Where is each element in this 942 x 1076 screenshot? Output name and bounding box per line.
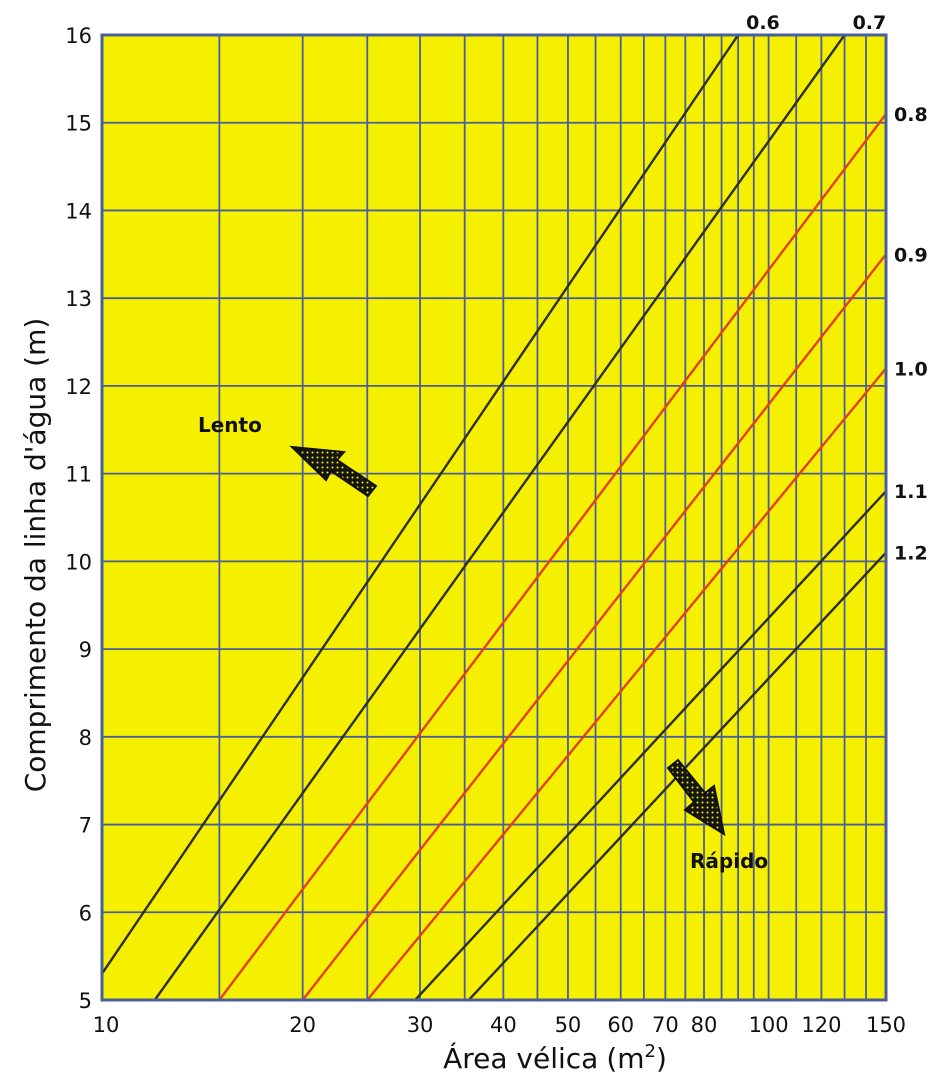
curve-label: 0.7	[853, 12, 887, 34]
curve-label: 0.6	[746, 12, 780, 34]
plot-background	[102, 35, 886, 1000]
x-tick-label: 30	[407, 1013, 434, 1037]
curve-label: 1.1	[894, 481, 928, 503]
y-axis-title: Comprimento da linha d'água (m)	[19, 318, 52, 793]
x-tick-label: 150	[866, 1013, 906, 1037]
x-axis-title-main: Área vélica	[443, 1041, 598, 1075]
y-tick-label: 11	[65, 463, 92, 487]
x-tick-label: 80	[691, 1013, 718, 1037]
y-tick-label: 16	[65, 24, 92, 48]
x-axis-title-superscript: 2	[645, 1041, 656, 1062]
curve-labels: 0.6 0.7 0.8 0.9 1.0 1.1 1.2	[746, 12, 928, 565]
x-tick-label: 100	[749, 1013, 789, 1037]
curve-label: 1.2	[894, 543, 928, 565]
arrow-down-right-icon	[666, 758, 726, 837]
y-tick-label: 10	[65, 550, 92, 574]
curve-label: 0.9	[894, 244, 928, 266]
series-line-0.7	[153, 35, 846, 1000]
series-line-1.0	[366, 367, 886, 1000]
arrow-up-left-icon	[289, 445, 378, 498]
x-tick-label: 50	[555, 1013, 582, 1037]
x-tick-labels: 10 20 30 40 50 60 70 80 100 120 150	[93, 1013, 906, 1037]
series-line-1.1	[414, 490, 886, 1000]
curve-label: 1.0	[894, 358, 928, 380]
x-axis-title-close: )	[656, 1042, 667, 1075]
y-tick-label: 15	[65, 112, 92, 136]
x-tick-label: 10	[93, 1013, 120, 1037]
x-tick-label: 120	[801, 1013, 841, 1037]
series-lines	[102, 35, 886, 1000]
plot-frame	[100, 33, 888, 1002]
y-tick-label: 12	[65, 375, 92, 399]
curve-label: 0.8	[894, 104, 928, 126]
series-line-0.9	[301, 253, 886, 1000]
y-tick-label: 6	[79, 901, 92, 925]
y-tick-label: 9	[79, 638, 92, 662]
x-tick-label: 20	[289, 1013, 316, 1037]
annotation-label: Rápido	[690, 849, 768, 873]
x-axis-title: Área vélica (m2)	[443, 1041, 667, 1075]
series-line-0.8	[218, 113, 886, 1000]
x-tick-label: 40	[490, 1013, 517, 1037]
y-tick-label: 8	[79, 726, 92, 750]
y-tick-label: 7	[79, 814, 92, 838]
y-tick-label: 5	[79, 989, 92, 1013]
series-line-0.6	[102, 35, 740, 975]
x-tick-label: 70	[652, 1013, 679, 1037]
annotations: Lento Rápido	[198, 413, 768, 873]
annotation-group: Lento	[198, 413, 378, 498]
annotation-group: Rápido	[666, 758, 768, 873]
y-tick-label: 14	[65, 199, 92, 223]
x-tick-label: 60	[607, 1013, 634, 1037]
annotation-label: Lento	[198, 413, 262, 437]
x-gridlines	[101, 35, 887, 1000]
y-tick-labels: 5 6 7 8 9 10 11 12 13 14 15 16	[65, 24, 92, 1013]
x-axis-title-unit: (m	[606, 1042, 644, 1075]
y-tick-label: 13	[65, 287, 92, 311]
